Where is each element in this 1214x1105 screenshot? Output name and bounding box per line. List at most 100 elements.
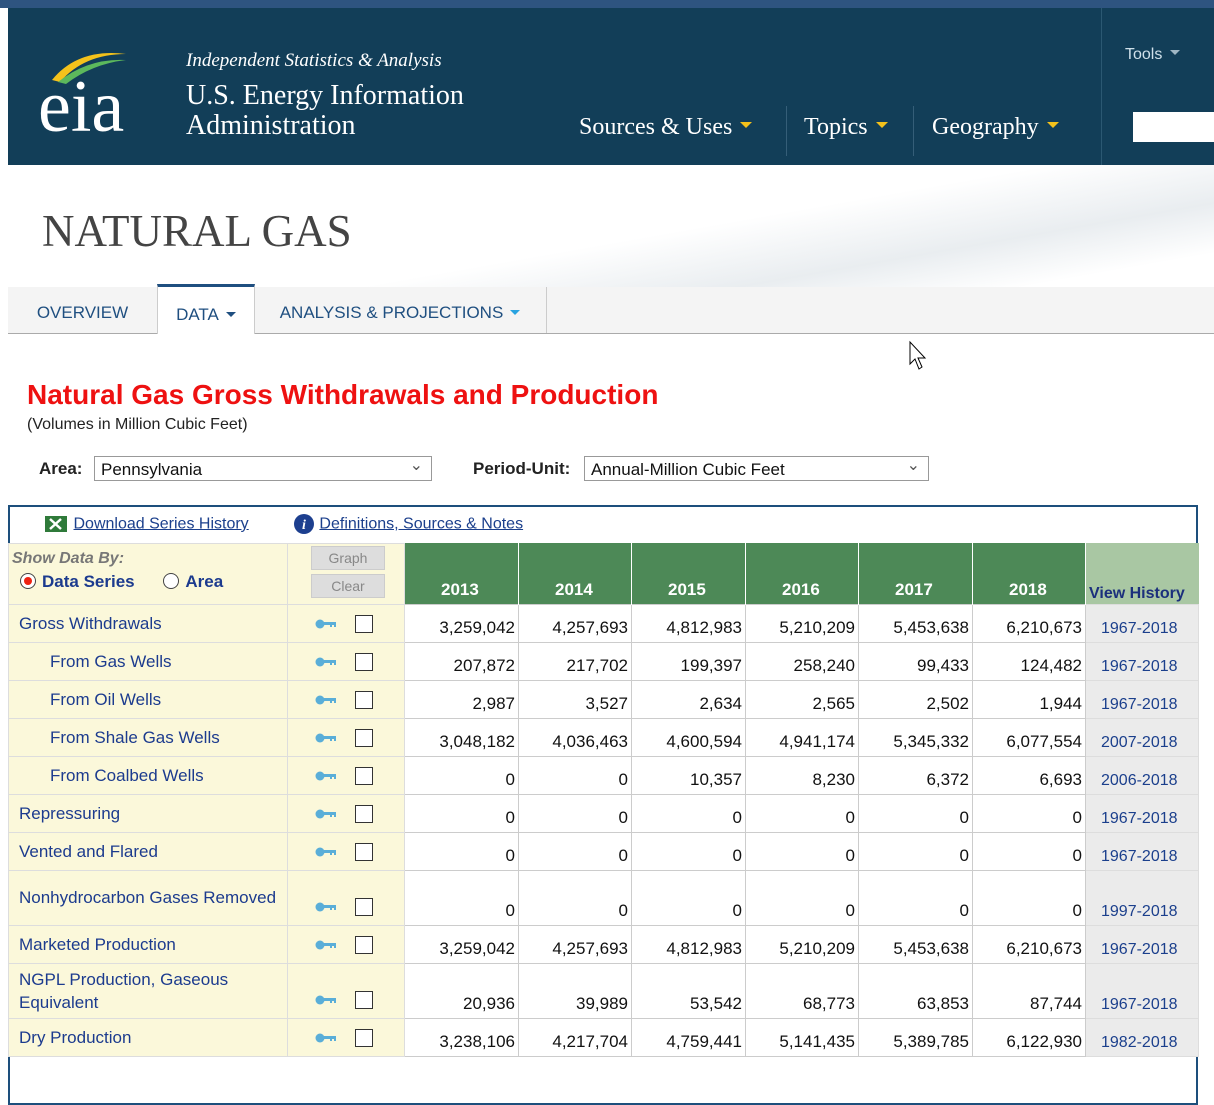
report-title: Natural Gas Gross Withdrawals and Produc… <box>27 379 659 410</box>
value-cell: 3,259,042 <box>404 603 519 643</box>
history-link[interactable]: 1997-2018 <box>1101 902 1178 920</box>
row-label-text[interactable]: From Coalbed Wells <box>50 765 204 785</box>
row-label: From Shale Gas Wells <box>8 717 288 757</box>
value-cell: 0 <box>972 831 1086 871</box>
key-icon[interactable] <box>315 940 337 950</box>
period-select[interactable]: Annual-Million Cubic Feet <box>584 453 929 481</box>
row-tools <box>287 641 405 681</box>
key-icon[interactable] <box>315 847 337 857</box>
key-icon[interactable] <box>315 902 337 912</box>
row-tools <box>287 679 405 719</box>
history-link[interactable]: 1967-2018 <box>1101 695 1178 713</box>
checkbox[interactable] <box>355 805 373 824</box>
checkbox[interactable] <box>355 936 373 955</box>
nav-item[interactable]: Sources & Uses <box>579 114 752 141</box>
logo[interactable]: eia <box>38 66 125 148</box>
key-icon[interactable] <box>315 695 337 705</box>
toolbar-row: Download Series History i Definitions, So… <box>9 505 1199 543</box>
checkbox[interactable] <box>355 691 373 710</box>
value-cell: 0 <box>631 869 746 926</box>
value-cell: 6,210,673 <box>972 924 1086 964</box>
value-cell: 5,453,638 <box>858 603 973 643</box>
history-link[interactable]: 1967-2018 <box>1101 940 1178 958</box>
history-link[interactable]: 1967-2018 <box>1101 657 1178 675</box>
tab[interactable]: OVERVIEW <box>8 287 158 333</box>
row-tools <box>287 869 405 926</box>
history-link[interactable]: 2006-2018 <box>1101 771 1178 789</box>
row-label-text[interactable]: Nonhydrocarbon Gases Removed <box>19 888 277 907</box>
value-cell: 2,634 <box>631 679 746 719</box>
graph-button[interactable]: Graph <box>311 545 385 570</box>
row-label: Marketed Production <box>8 924 288 964</box>
history-link[interactable]: 1967-2018 <box>1101 847 1178 865</box>
radio[interactable] <box>20 572 36 589</box>
tab[interactable]: DATA <box>157 284 255 334</box>
value-cell: 5,345,332 <box>858 717 973 757</box>
row-tools <box>287 924 405 964</box>
row-label-text[interactable]: Gross Withdrawals <box>19 613 162 633</box>
download-link[interactable]: Download Series History <box>73 515 249 533</box>
search-box[interactable] <box>1133 112 1214 142</box>
key-icon[interactable] <box>315 619 337 629</box>
year-header: 2016 <box>745 543 859 604</box>
row-label-text[interactable]: NGPL Production, Gaseous Equivalent <box>19 969 229 1012</box>
checkbox[interactable] <box>355 615 373 634</box>
data-row: From Shale Gas Wells 3,048,182 4,036,463 4,… <box>8 717 1200 757</box>
clear-button[interactable]: Clear <box>311 573 385 598</box>
radio[interactable] <box>163 572 180 589</box>
checkbox[interactable] <box>355 991 373 1010</box>
row-label-text[interactable]: Dry Production <box>19 1027 132 1047</box>
radio-label[interactable]: Data Series <box>42 571 135 591</box>
value-cell: 1,944 <box>972 679 1086 719</box>
history-link[interactable]: 1982-2018 <box>1101 1033 1178 1051</box>
data-row: Marketed Production 3,259,042 4,257,693 4,8… <box>8 924 1200 964</box>
row-label-text[interactable]: From Shale Gas Wells <box>50 727 220 747</box>
value-cell: 2,502 <box>858 679 973 719</box>
area-select[interactable]: Pennsylvania <box>94 453 432 481</box>
tab[interactable]: ANALYSIS & PROJECTIONS <box>254 287 547 333</box>
show-by-label: Show Data By: <box>12 549 125 567</box>
history-link[interactable]: 1967-2018 <box>1101 995 1178 1013</box>
org-name: Administration <box>186 110 356 141</box>
key-icon[interactable] <box>315 1033 337 1043</box>
row-label-text[interactable]: From Oil Wells <box>50 689 162 709</box>
key-icon[interactable] <box>315 657 337 667</box>
checkbox[interactable] <box>355 898 373 917</box>
checkbox[interactable] <box>355 843 373 862</box>
key-icon[interactable] <box>315 733 337 743</box>
org-name: U.S. Energy Information <box>186 80 464 111</box>
value-cell: 99,433 <box>858 641 973 681</box>
row-label: Dry Production <box>8 1017 288 1057</box>
checkbox[interactable] <box>355 729 373 748</box>
row-label-text[interactable]: Repressuring <box>19 803 121 823</box>
report-subtitle: (Volumes in Million Cubic Feet) <box>27 416 248 433</box>
history-cell: 1997-2018 <box>1084 869 1200 926</box>
nav-item[interactable]: Topics <box>804 114 888 141</box>
tools-menu[interactable]: Tools <box>1125 46 1180 64</box>
key-icon[interactable] <box>315 809 337 819</box>
row-label-text[interactable]: Marketed Production <box>19 934 176 954</box>
nav-item[interactable]: Geography <box>932 114 1059 141</box>
key-icon[interactable] <box>315 771 337 781</box>
row-tools <box>287 793 405 833</box>
data-row: Vented and Flared 0 0 0 0 0 0 1967-2018 <box>8 831 1200 871</box>
history-link[interactable]: 1967-2018 <box>1101 619 1178 637</box>
checkbox[interactable] <box>355 767 373 786</box>
row-label-text[interactable]: Vented and Flared <box>19 841 158 861</box>
checkbox[interactable] <box>355 1029 373 1048</box>
checkbox[interactable] <box>355 653 373 672</box>
history-cell: 1967-2018 <box>1084 679 1200 719</box>
definitions-link[interactable]: Definitions, Sources & Notes <box>319 515 524 533</box>
radio-label[interactable]: Area <box>185 571 224 591</box>
value-cell: 0 <box>972 869 1086 926</box>
year-header: 2015 <box>631 543 746 604</box>
data-row: Repressuring 0 0 0 0 0 0 1967-2018 <box>8 793 1200 833</box>
value-cell: 6,693 <box>972 755 1086 795</box>
key-icon[interactable] <box>315 995 337 1005</box>
value-cell: 0 <box>518 755 632 795</box>
row-tools <box>287 603 405 643</box>
history-link[interactable]: 2007-2018 <box>1101 733 1178 751</box>
value-cell: 53,542 <box>631 962 746 1019</box>
history-link[interactable]: 1967-2018 <box>1101 809 1178 827</box>
row-label-text[interactable]: From Gas Wells <box>50 651 172 671</box>
